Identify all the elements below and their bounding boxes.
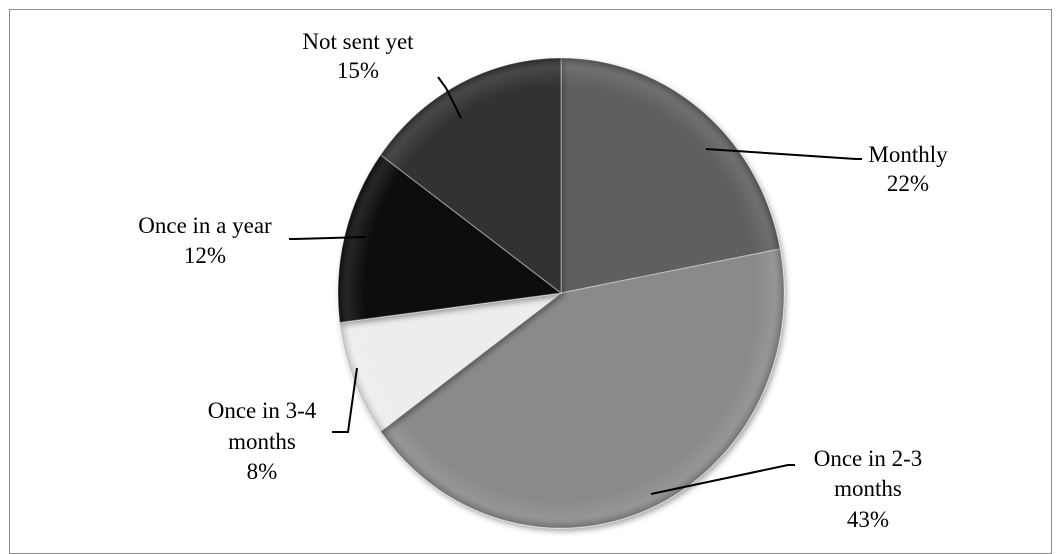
slice-label-once-in-2-3-months: months (834, 476, 902, 501)
leader-lines (289, 76, 862, 495)
slice-value-once-in-3-4-months: 8% (247, 459, 278, 484)
leader-line-once-in-3-4-months (332, 367, 358, 433)
pie-chart: Monthly 22% Once in 2-3 months 43% Once in 3-… (138, 29, 948, 532)
slice-label-once-in-2-3-months: Once in 2-3 (814, 446, 923, 471)
leader-line-monthly (705, 148, 862, 160)
pie-slices (337, 57, 785, 529)
leader-line-not-sent-yet (437, 76, 462, 119)
slice-label-once-in-3-4-months: months (228, 429, 296, 454)
leader-line-once-in-2-3-months (650, 464, 795, 495)
slice-labels: Monthly 22% Once in 2-3 months 43% Once in 3-… (138, 29, 948, 532)
slice-value-once-in-2-3-months: 43% (847, 507, 889, 532)
slice-value-not-sent-yet: 15% (337, 58, 379, 83)
slice-label-not-sent-yet: Not sent yet (302, 29, 414, 54)
slice-label-monthly: Monthly (868, 142, 948, 167)
slice-label-once-in-3-4-months: Once in 3-4 (208, 398, 317, 423)
slice-value-once-in-a-year: 12% (184, 243, 226, 268)
slice-value-monthly: 22% (887, 171, 929, 196)
slice-label-once-in-a-year: Once in a year (138, 213, 272, 238)
pie-rim-bevel (338, 58, 784, 528)
leader-line-once-in-a-year (289, 236, 367, 240)
